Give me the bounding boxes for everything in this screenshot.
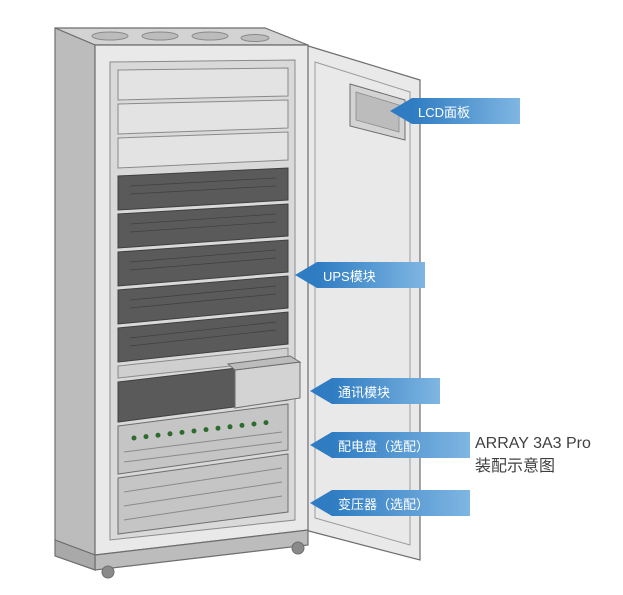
arrow-left-icon [310, 432, 332, 458]
callout-comm: 通讯模块 [310, 378, 440, 404]
arrow-left-icon [310, 378, 332, 404]
arrow-left-icon [390, 98, 412, 124]
callout-lcd: LCD面板 [390, 98, 520, 124]
callout-xfmr-label: 变压器（选配） [338, 494, 429, 513]
ups-modules [118, 168, 288, 362]
caption-line1: ARRAY 3A3 Pro [475, 432, 591, 455]
cabinet-body [55, 28, 308, 578]
callout-xfmr: 变压器（选配） [310, 490, 470, 516]
callout-comm-label: 通讯模块 [338, 382, 390, 401]
arrow-left-icon [310, 490, 332, 516]
caption-line2: 装配示意图 [475, 455, 591, 478]
callout-ups: UPS模块 [295, 262, 425, 288]
callout-pdu-label: 配电盘（选配） [338, 436, 429, 455]
diagram-stage: LCD面板 UPS模块 通讯模块 配电盘（选配） 变压器（选配） ARRAY 3… [0, 0, 623, 595]
callout-pdu: 配电盘（选配） [310, 432, 470, 458]
diagram-caption: ARRAY 3A3 Pro 装配示意图 [475, 432, 591, 478]
callout-lcd-label: LCD面板 [418, 102, 470, 121]
callout-ups-label: UPS模块 [323, 266, 376, 285]
arrow-left-icon [295, 262, 317, 288]
